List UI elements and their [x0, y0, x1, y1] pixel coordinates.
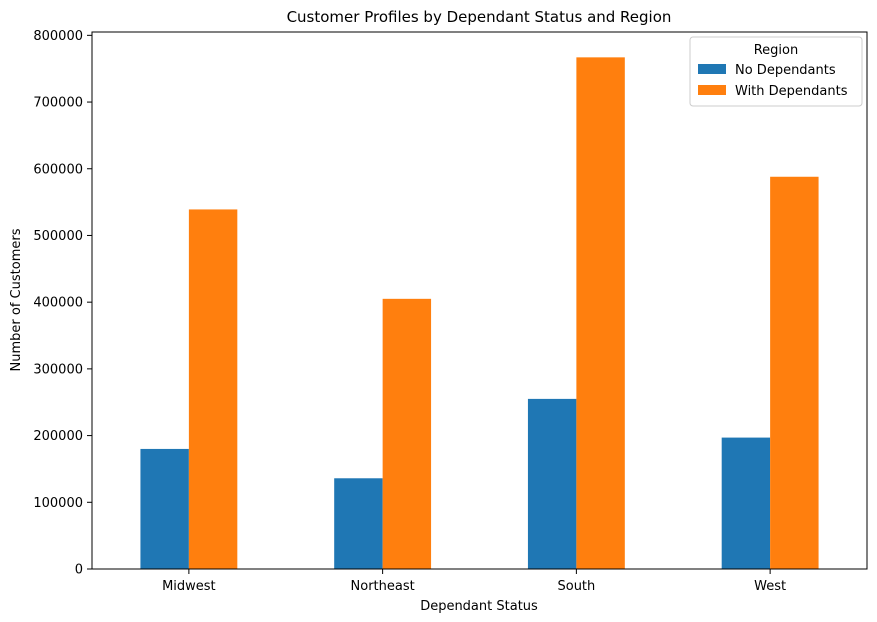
y-tick-label: 700000	[33, 96, 83, 111]
y-tick-label: 100000	[33, 496, 83, 511]
plot-frame	[91, 31, 868, 570]
bar-with-dependants-south	[576, 57, 625, 569]
bar-with-dependants-northeast	[382, 298, 432, 569]
y-tick-label: 500000	[33, 229, 83, 244]
bar-with-dependants-midwest	[188, 209, 238, 569]
legend-frame	[689, 36, 863, 107]
x-axis-label: Dependant Status	[420, 599, 538, 614]
x-tick-label-midwest: Midwest	[162, 579, 216, 594]
bar-no-dependants-west	[721, 437, 771, 569]
y-tick-label: 400000	[33, 296, 83, 311]
bars-group	[140, 57, 819, 569]
legend-title: Region	[754, 43, 799, 58]
y-tick-label: 800000	[33, 29, 83, 44]
x-tick-label-south: South	[557, 579, 595, 594]
legend: Region No Dependants With Dependants	[689, 36, 863, 107]
x-tick-label-northeast: Northeast	[351, 579, 415, 594]
x-axis: Midwest Northeast South West	[162, 569, 786, 594]
bar-no-dependants-midwest	[140, 448, 189, 569]
bar-no-dependants-northeast	[334, 478, 383, 569]
y-tick-label: 200000	[33, 429, 83, 444]
legend-swatch-no-dependants	[698, 64, 726, 74]
y-axis: 0 100000 200000 300000 400000 500000 600000 700…	[33, 29, 92, 578]
legend-swatch-with-dependants	[698, 85, 726, 95]
y-tick-label: 300000	[33, 362, 83, 377]
bar-with-dependants-west	[770, 176, 819, 569]
x-tick-label-west: West	[754, 579, 786, 594]
legend-label-with-dependants: With Dependants	[735, 84, 848, 99]
y-tick-label: 0	[75, 563, 83, 578]
y-axis-label: Number of Customers	[9, 228, 24, 371]
y-tick-label: 600000	[33, 162, 83, 177]
legend-label-no-dependants: No Dependants	[735, 63, 836, 78]
chart-title: Customer Profiles by Dependant Status an…	[287, 8, 672, 26]
bar-no-dependants-south	[527, 398, 577, 569]
